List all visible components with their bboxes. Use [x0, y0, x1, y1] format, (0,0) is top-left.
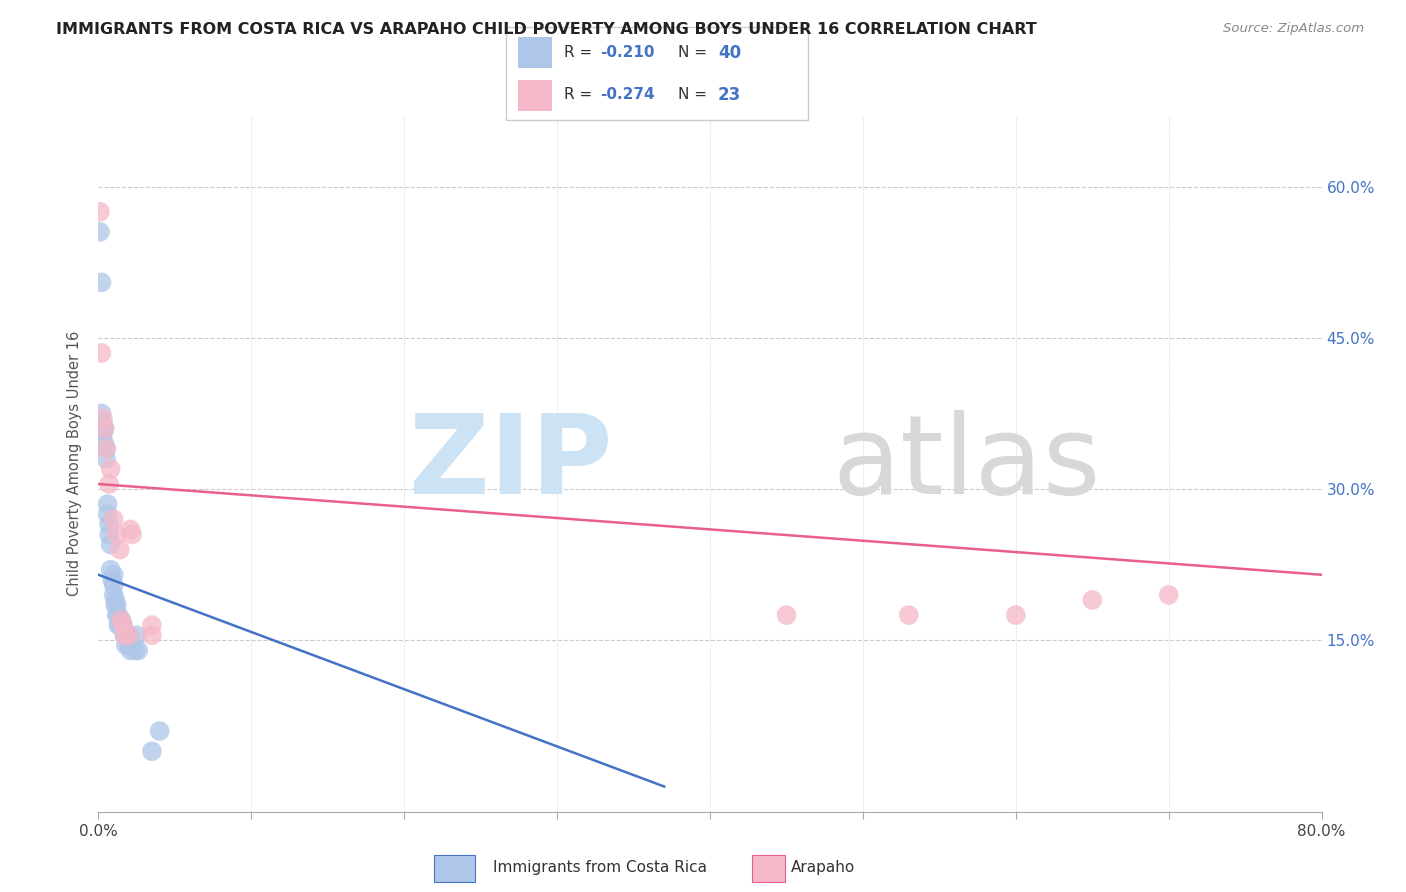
Text: N =: N =: [679, 45, 713, 60]
Point: [124, 643, 146, 657]
Point: [93, 436, 115, 450]
Point: [94, 442, 117, 456]
Point: [110, 613, 132, 627]
FancyBboxPatch shape: [752, 855, 785, 881]
Point: [107, 618, 129, 632]
Point: [107, 608, 129, 623]
Point: [110, 613, 132, 627]
Text: R =: R =: [564, 87, 596, 103]
Point: [111, 618, 134, 632]
Point: [94, 451, 117, 466]
Point: [118, 638, 141, 652]
Point: [125, 628, 148, 642]
Point: [100, 462, 122, 476]
FancyBboxPatch shape: [433, 855, 475, 881]
Text: atlas: atlas: [832, 410, 1101, 517]
Point: [98, 527, 121, 541]
Text: -0.210: -0.210: [600, 45, 654, 60]
Point: [112, 628, 135, 642]
Text: R =: R =: [564, 45, 596, 60]
Point: [118, 628, 141, 642]
Text: -0.274: -0.274: [600, 87, 655, 103]
Point: [112, 628, 135, 642]
Text: ZIP: ZIP: [409, 410, 612, 517]
Text: Arapaho: Arapaho: [790, 860, 855, 875]
Point: [897, 608, 920, 623]
Point: [104, 593, 127, 607]
Point: [775, 608, 797, 623]
Point: [108, 618, 131, 632]
Text: 23: 23: [717, 86, 741, 103]
Point: [103, 567, 125, 582]
Point: [1157, 588, 1180, 602]
Point: [105, 598, 128, 612]
Point: [98, 477, 121, 491]
Point: [100, 537, 122, 551]
Point: [91, 426, 114, 441]
Point: [141, 744, 163, 758]
Point: [93, 421, 115, 435]
Point: [127, 643, 149, 657]
Point: [111, 618, 134, 632]
Text: Immigrants from Costa Rica: Immigrants from Costa Rica: [492, 860, 707, 875]
Text: N =: N =: [679, 87, 713, 103]
Point: [121, 527, 143, 541]
Point: [141, 628, 163, 642]
Point: [104, 598, 127, 612]
Point: [93, 421, 115, 435]
Point: [103, 588, 125, 602]
Point: [94, 442, 117, 456]
Point: [141, 618, 163, 632]
Point: [1081, 593, 1104, 607]
Point: [103, 578, 125, 592]
Y-axis label: Child Poverty Among Boys Under 16: Child Poverty Among Boys Under 16: [67, 331, 83, 597]
Point: [118, 628, 141, 642]
Point: [91, 417, 114, 431]
Point: [90, 346, 112, 360]
Point: [115, 628, 138, 642]
Point: [90, 276, 112, 290]
Point: [1004, 608, 1026, 623]
Point: [98, 517, 121, 532]
Point: [97, 497, 120, 511]
Point: [97, 508, 120, 522]
FancyBboxPatch shape: [519, 37, 551, 68]
FancyBboxPatch shape: [506, 27, 808, 120]
Point: [101, 573, 124, 587]
Point: [100, 563, 122, 577]
Point: [149, 724, 172, 739]
Point: [105, 608, 128, 623]
Point: [89, 204, 111, 219]
Point: [90, 406, 112, 420]
Point: [120, 643, 142, 657]
Point: [108, 542, 131, 557]
Point: [103, 512, 125, 526]
Text: Source: ZipAtlas.com: Source: ZipAtlas.com: [1223, 22, 1364, 36]
Point: [89, 225, 111, 239]
Point: [121, 638, 143, 652]
Text: 40: 40: [717, 44, 741, 62]
Text: IMMIGRANTS FROM COSTA RICA VS ARAPAHO CHILD POVERTY AMONG BOYS UNDER 16 CORRELAT: IMMIGRANTS FROM COSTA RICA VS ARAPAHO CH…: [56, 22, 1038, 37]
Point: [120, 522, 142, 536]
Point: [91, 411, 114, 425]
Point: [105, 527, 128, 541]
Point: [115, 638, 138, 652]
FancyBboxPatch shape: [519, 80, 551, 111]
